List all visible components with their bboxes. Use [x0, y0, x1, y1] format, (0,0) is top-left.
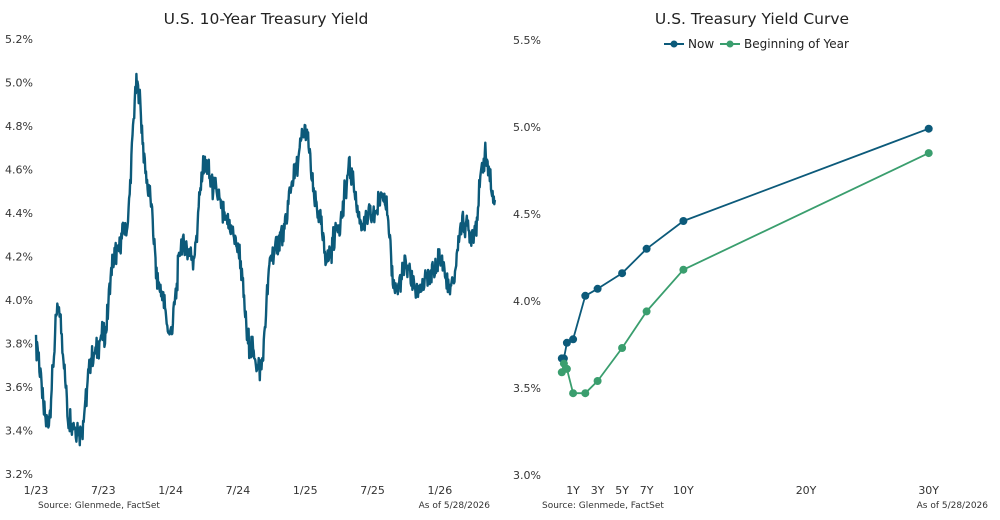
left-y-tick-label: 4.2%: [5, 251, 33, 264]
right-as-of-note: As of 5/28/2026: [917, 501, 989, 511]
legend-marker-beginning-of-year: [726, 40, 734, 48]
data-point-now: [593, 284, 602, 293]
ten-year-yield-line: [34, 72, 497, 447]
right-y-tick-label: 3.5%: [513, 382, 541, 395]
left-x-tick-label: 1/25: [293, 484, 318, 497]
legend-label-now: Now: [688, 37, 714, 51]
left-y-tick-label: 5.2%: [5, 33, 33, 46]
series-beginning-of-year: [557, 149, 933, 398]
legend-marker-now: [670, 40, 678, 48]
data-point-beginning-of-year: [618, 344, 627, 352]
legend: Now Beginning of Year: [664, 37, 849, 51]
left-x-tick-label: 1/24: [158, 484, 183, 497]
left-x-tick-labels: 1/23 7/23 1/24 7/24 1/25 7/25 1/26: [24, 484, 453, 497]
left-y-tick-label: 5.0%: [5, 77, 33, 90]
right-y-tick-label: 3.0%: [513, 469, 541, 482]
left-y-tick-label: 3.2%: [5, 468, 33, 481]
series-line-beginning-of-year: [560, 152, 930, 395]
ten-year-yield-chart: U.S. 10-Year Treasury Yield 3.2% 3.4% 3.6%…: [5, 10, 497, 511]
data-point-now: [924, 124, 933, 133]
legend-label-beginning-of-year: Beginning of Year: [744, 37, 849, 51]
data-point-now: [581, 291, 590, 300]
right-y-tick-label: 4.5%: [513, 208, 541, 221]
data-point-now: [679, 217, 688, 225]
right-x-tick-label: 7Y: [640, 484, 654, 497]
left-y-tick-label: 3.8%: [5, 338, 33, 351]
left-chart-title: U.S. 10-Year Treasury Yield: [164, 10, 369, 28]
left-x-tick-label: 7/23: [91, 484, 116, 497]
data-point-now: [618, 269, 627, 278]
right-series: [557, 124, 933, 398]
data-point-beginning-of-year: [581, 389, 590, 398]
right-x-tick-label: 1Y: [566, 484, 580, 497]
right-x-tick-labels: 1Y 3Y 5Y 7Y 10Y 20Y 30Y: [566, 484, 939, 497]
left-source-note: Source: Glenmede, FactSet: [38, 501, 160, 511]
right-x-tick-label: 3Y: [591, 484, 605, 497]
right-source-note: Source: Glenmede, FactSet: [542, 501, 664, 511]
left-y-tick-label: 3.6%: [5, 381, 33, 394]
series-line-now: [561, 127, 930, 360]
right-x-tick-label: 20Y: [796, 484, 817, 497]
data-point-now: [562, 338, 571, 347]
data-point-now: [642, 244, 651, 253]
left-y-tick-label: 4.0%: [5, 294, 33, 307]
data-point-beginning-of-year: [679, 265, 688, 274]
series-now: [557, 124, 933, 363]
data-point-beginning-of-year: [569, 389, 578, 398]
legend-item-beginning-of-year: Beginning of Year: [720, 37, 849, 51]
left-x-tick-label: 1/23: [24, 484, 49, 497]
left-x-tick-label: 1/26: [428, 484, 453, 497]
left-x-tick-label: 7/24: [226, 484, 251, 497]
left-y-tick-label: 4.4%: [5, 207, 33, 220]
data-point-beginning-of-year: [593, 377, 602, 385]
data-point-beginning-of-year: [642, 307, 651, 316]
left-y-tick-labels: 3.2% 3.4% 3.6% 3.8% 4.0% 4.2% 4.4% 4.6% 4.8% 5.0%…: [5, 33, 33, 481]
right-y-tick-label: 4.0%: [513, 295, 541, 308]
yield-curve-chart: U.S. Treasury Yield Curve Now Beginning …: [513, 10, 988, 511]
right-x-tick-label: 5Y: [615, 484, 629, 497]
data-point-beginning-of-year: [562, 364, 571, 373]
left-y-tick-label: 4.6%: [5, 164, 33, 177]
right-y-tick-label: 5.5%: [513, 34, 541, 47]
legend-item-now: Now: [664, 37, 714, 51]
right-x-tick-label: 10Y: [673, 484, 694, 497]
data-point-beginning-of-year: [924, 149, 933, 158]
left-y-tick-label: 4.8%: [5, 120, 33, 133]
right-y-tick-label: 5.0%: [513, 121, 541, 134]
left-y-tick-label: 3.4%: [5, 425, 33, 438]
right-x-tick-label: 30Y: [918, 484, 939, 497]
data-point-now: [569, 335, 578, 344]
right-y-tick-labels: 3.0% 3.5% 4.0% 4.5% 5.0% 5.5%: [513, 34, 541, 482]
left-as-of-note: As of 5/28/2026: [419, 501, 491, 511]
right-chart-title: U.S. Treasury Yield Curve: [655, 10, 849, 28]
left-x-tick-label: 7/25: [360, 484, 385, 497]
